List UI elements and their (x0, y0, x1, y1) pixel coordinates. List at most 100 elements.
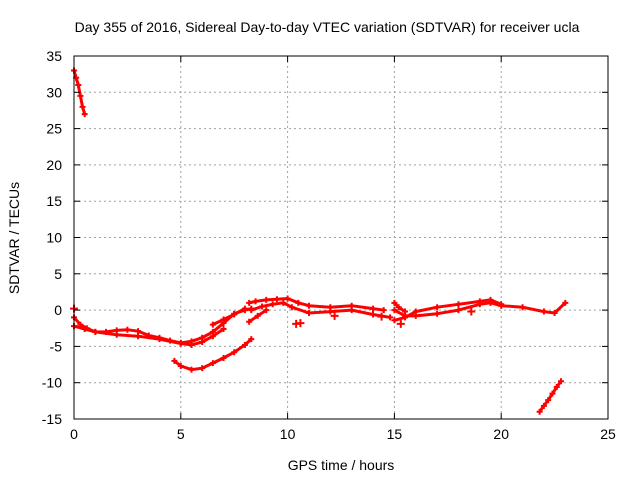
data-point (135, 333, 142, 340)
y-tick-label: -5 (50, 338, 63, 354)
data-point (135, 328, 142, 335)
data-point (241, 305, 248, 312)
data-point (562, 299, 569, 306)
data-point (402, 314, 409, 321)
data-series-arc-afternoon-2 (248, 299, 394, 321)
data-point (348, 307, 355, 314)
data-point (188, 341, 195, 348)
data-point (280, 299, 287, 306)
y-tick-label: 25 (46, 121, 62, 137)
data-point-isolated (330, 311, 339, 320)
data-point (391, 307, 398, 314)
data-point (558, 378, 565, 385)
x-axis-label: GPS time / hours (288, 457, 395, 473)
data-point (188, 366, 195, 373)
data-point (248, 336, 255, 343)
data-point (171, 357, 178, 364)
data-point (246, 299, 253, 306)
data-point (252, 298, 259, 305)
data-point (305, 302, 312, 309)
data-point (231, 311, 238, 318)
data-point (487, 296, 494, 303)
y-tick-label: 20 (46, 157, 62, 173)
data-point (209, 360, 216, 367)
data-point (476, 298, 483, 305)
data-point (199, 365, 206, 372)
y-axis-label: SDTVAR / TECUs (6, 182, 22, 294)
data-series-group (70, 67, 569, 415)
data-point (545, 397, 552, 404)
y-tick-label: 5 (54, 266, 62, 282)
data-point (380, 307, 387, 314)
data-point (549, 390, 556, 397)
data-point-isolated (377, 312, 386, 321)
data-series-arc-mid (209, 305, 248, 328)
data-point (269, 301, 276, 308)
data-series-arc-afternoon-1 (246, 295, 387, 314)
data-point (412, 308, 419, 315)
data-point (387, 314, 394, 321)
x-tick-label: 10 (280, 426, 296, 442)
data-series-arc-main-2 (71, 323, 227, 348)
data-point (536, 408, 543, 415)
data-point (177, 363, 184, 370)
data-point (246, 318, 253, 325)
y-tick-label: -10 (42, 375, 62, 391)
data-point (241, 341, 248, 348)
data-point (295, 299, 302, 306)
data-point (113, 331, 120, 338)
x-tick-labels: 0 5 10 15 20 25 (70, 426, 616, 442)
data-point (81, 325, 88, 332)
data-point (124, 326, 131, 333)
x-tick-label: 20 (493, 426, 509, 442)
y-tick-label: 30 (46, 84, 62, 100)
data-point (220, 316, 227, 323)
x-tick-label: 5 (177, 426, 185, 442)
data-point-isolated (396, 319, 405, 328)
data-point (540, 402, 547, 409)
data-point (199, 339, 206, 346)
data-point (258, 303, 265, 310)
x-tick-label: 15 (387, 426, 403, 442)
data-point (370, 305, 377, 312)
data-line (249, 301, 392, 319)
data-series-arc-late-low (536, 378, 565, 415)
data-point (305, 310, 312, 317)
data-point (498, 301, 505, 308)
data-point (92, 328, 99, 335)
data-series-arc-afternoon-3 (246, 307, 270, 325)
data-point (327, 308, 334, 315)
data-point (79, 103, 86, 110)
data-line (211, 307, 247, 327)
data-point (391, 317, 398, 324)
axis-ticks (73, 55, 609, 420)
data-point (455, 307, 462, 314)
y-tick-label: 0 (54, 302, 62, 318)
data-point-isolated (467, 307, 476, 316)
data-point (220, 355, 227, 362)
data-point (551, 310, 558, 317)
chart-title: Day 355 of 2016, Sidereal Day-to-day VTE… (75, 19, 580, 35)
data-point (77, 92, 84, 99)
data-point (156, 336, 163, 343)
data-point (402, 308, 409, 315)
data-point (263, 296, 270, 303)
data-point (248, 307, 255, 314)
data-line (72, 307, 253, 345)
grid-lines (74, 56, 608, 419)
data-point-isolated (296, 319, 305, 328)
x-tick-label: 0 (70, 426, 78, 442)
data-point (81, 111, 88, 118)
data-series-arc-evening-3 (391, 299, 409, 315)
data-point (220, 325, 227, 332)
data-point (209, 333, 216, 340)
y-tick-label: 35 (46, 48, 62, 64)
data-point (370, 311, 377, 318)
data-point (553, 384, 560, 391)
data-point (284, 295, 291, 302)
x-tick-label: 25 (600, 426, 616, 442)
data-point (540, 308, 547, 315)
y-tick-labels: -15 -10 -5 0 5 10 15 20 25 30 35 (42, 48, 62, 427)
